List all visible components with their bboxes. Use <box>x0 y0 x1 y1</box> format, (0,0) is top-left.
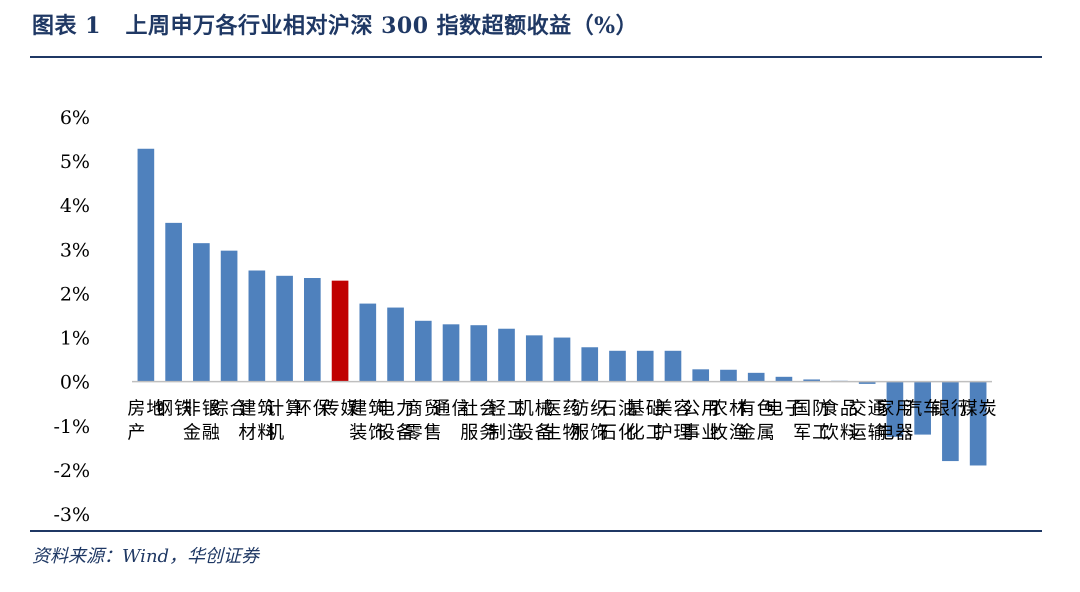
source-note: 资料来源：Wind，华创证券 <box>32 546 260 567</box>
bar-传媒 <box>331 280 349 382</box>
bar-轻工制造 <box>498 328 515 382</box>
y-tick-label: 2% <box>60 283 90 305</box>
bar-纺织服饰 <box>581 347 599 382</box>
bar-综合 <box>220 250 238 382</box>
bar-国防军工 <box>803 379 820 382</box>
bars <box>137 148 987 466</box>
bar-环保 <box>304 278 321 382</box>
category-label: 建筑装饰 <box>349 399 386 444</box>
y-tick-label: 5% <box>60 151 90 173</box>
title-divider <box>30 56 1042 58</box>
bar-美容护理 <box>664 350 682 382</box>
bar-石油石化 <box>609 350 626 382</box>
bar-煤炭 <box>969 381 987 466</box>
category-label: 美容护理 <box>654 399 691 444</box>
figure-title: 图表 1 上周申万各行业相对沪深 300 指数超额收益（%） <box>32 13 639 39</box>
category-label: 银行 <box>932 399 969 420</box>
bar-汽车 <box>914 381 931 435</box>
bar-银行 <box>942 381 959 462</box>
category-label: 煤炭 <box>960 399 997 420</box>
category-label: 商贸零售 <box>405 399 442 444</box>
y-tick-label: 0% <box>60 372 90 394</box>
bar-chart: -3% -2% -1% 0% 1% 2% 3% 4% 5% 6% 房地产钢铁非银金融综合建筑材料计… <box>53 107 996 526</box>
category-label: 医药生物 <box>544 399 581 444</box>
y-tick-label: 6% <box>60 107 90 129</box>
category-label: 纺织服饰 <box>571 399 608 444</box>
category-label: 基础化工 <box>627 399 664 444</box>
bar-机械设备 <box>525 335 543 382</box>
category-label: 环保 <box>294 399 331 420</box>
bar-农林牧渔 <box>720 369 737 382</box>
bar-计算机 <box>276 275 293 382</box>
y-tick-label: 3% <box>60 239 90 261</box>
category-label: 电力设备 <box>377 399 414 444</box>
category-label: 社会服务 <box>460 399 497 444</box>
category-label: 轻工制造 <box>488 399 525 444</box>
bar-建筑装饰 <box>359 303 377 382</box>
bar-电力设备 <box>387 307 404 382</box>
category-label: 公用事业 <box>682 399 719 444</box>
category-label: 房地产 <box>127 399 164 444</box>
category-label: 机械设备 <box>516 399 553 444</box>
category-label: 通信 <box>433 399 470 420</box>
category-label: 电子 <box>765 399 802 420</box>
category-label: 国防军工 <box>793 399 830 444</box>
category-label: 家用电器 <box>876 399 913 444</box>
y-tick-label: -2% <box>53 460 90 482</box>
bar-有色金属 <box>747 372 765 382</box>
y-tick-label: -3% <box>53 504 90 526</box>
category-label: 建筑材料 <box>238 399 275 444</box>
bar-家用电器 <box>886 381 904 437</box>
bar-交通运输 <box>858 381 876 384</box>
bar-社会服务 <box>470 325 488 382</box>
bar-电子 <box>775 376 793 382</box>
category-label: 传媒 <box>322 399 359 420</box>
y-tick-label: 1% <box>60 328 90 350</box>
y-tick-label: -1% <box>53 416 90 438</box>
bar-商贸零售 <box>414 320 432 382</box>
bar-通信 <box>442 324 460 382</box>
y-tick-label: 4% <box>60 195 90 217</box>
bar-非银金融 <box>193 243 210 382</box>
bar-钢铁 <box>165 222 182 382</box>
bar-基础化工 <box>636 350 654 382</box>
category-label: 钢铁 <box>155 399 192 420</box>
category-label: 非银金融 <box>183 399 220 444</box>
source-divider <box>30 530 1042 532</box>
category-label: 综合 <box>211 399 248 420</box>
bar-房地产 <box>137 148 155 382</box>
category-label: 食品饮料 <box>821 399 858 444</box>
category-label: 有色金属 <box>738 399 775 444</box>
y-axis-ticks: -3% -2% -1% 0% 1% 2% 3% 4% 5% 6% <box>53 107 90 526</box>
category-label: 汽车 <box>904 399 941 420</box>
category-label: 交通运输 <box>849 399 886 444</box>
category-label: 农林牧渔 <box>710 399 747 444</box>
bar-建筑材料 <box>248 270 266 382</box>
category-label: 计算机 <box>266 399 303 444</box>
bar-医药生物 <box>553 337 571 382</box>
bar-公用事业 <box>692 369 710 382</box>
category-label: 石油石化 <box>599 399 636 444</box>
category-labels: 房地产钢铁非银金融综合建筑材料计算机环保传媒建筑装饰电力设备商贸零售通信社会服务… <box>127 399 996 444</box>
